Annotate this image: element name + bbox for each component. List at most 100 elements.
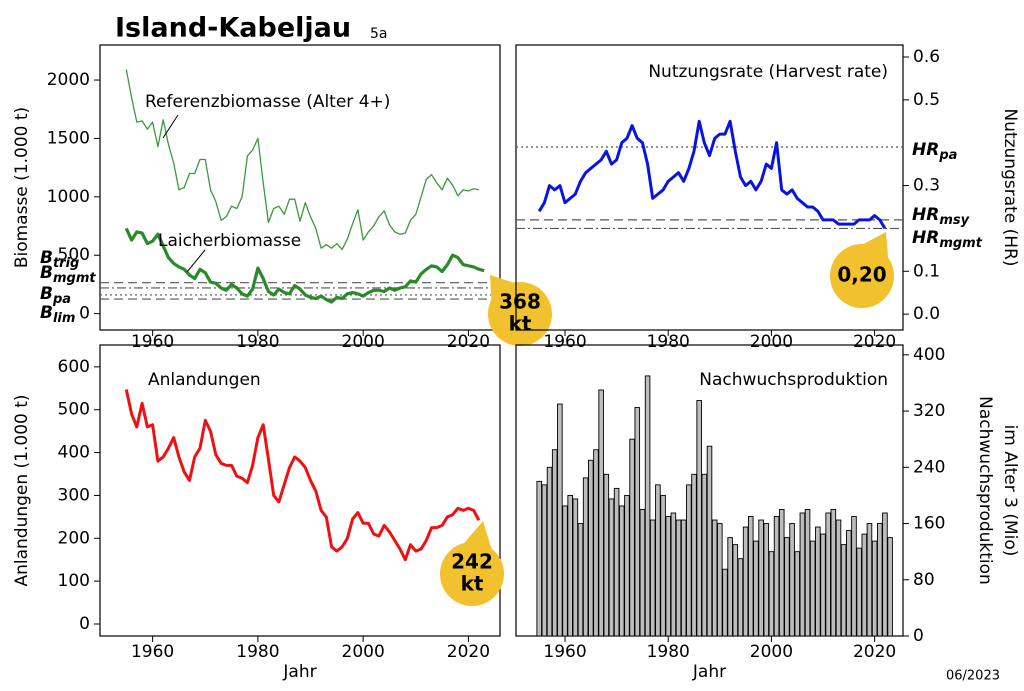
x-axis-label: Jahr xyxy=(282,662,316,682)
x-tick-label: 2000 xyxy=(342,642,385,662)
bar xyxy=(562,505,568,637)
series-label: Laicherbiomasse xyxy=(158,231,301,251)
y-axis-label: im Alter 3 (Mio) xyxy=(1000,425,1020,557)
bar xyxy=(815,526,821,637)
bar xyxy=(624,494,630,637)
data-line xyxy=(124,389,481,562)
bar xyxy=(660,494,666,637)
data-line xyxy=(124,227,485,304)
bar xyxy=(861,533,868,637)
panel-title: Nachwuchsproduktion xyxy=(699,370,888,390)
bar xyxy=(675,519,682,637)
badge xyxy=(440,542,504,606)
badge-label: kt xyxy=(461,572,484,596)
y-tick-label: 0 xyxy=(79,304,90,324)
reference-symbol: B xyxy=(40,303,53,323)
reference-symbol: B xyxy=(40,284,53,304)
plot-frame xyxy=(515,44,904,331)
bar xyxy=(711,519,718,637)
bar xyxy=(649,519,656,637)
bar xyxy=(670,512,677,637)
panel-title: Anlandungen xyxy=(148,370,261,390)
x-tick-label: 2020 xyxy=(853,332,896,352)
bar xyxy=(701,473,708,637)
bar xyxy=(665,516,671,637)
bar xyxy=(846,530,852,637)
x-tick-label: 1980 xyxy=(236,332,279,352)
y-tick-label: 400 xyxy=(58,443,90,463)
bar xyxy=(784,537,790,637)
bar xyxy=(742,526,749,637)
bar xyxy=(804,509,811,637)
y-tick-label: 80 xyxy=(913,570,935,590)
figure-subtitle: 5a xyxy=(370,26,388,42)
bar xyxy=(851,516,857,637)
bar xyxy=(789,523,795,637)
reference-label: Blim xyxy=(40,303,75,326)
x-tick-label: 1960 xyxy=(543,332,586,352)
y-tick-label: 600 xyxy=(58,357,90,377)
bar xyxy=(572,498,579,637)
panel-title: Nutzungsrate (Harvest rate) xyxy=(648,62,888,82)
y-tick-label: 320 xyxy=(913,401,945,421)
y-tick-label: 0.0 xyxy=(913,304,940,324)
reference-label: Bpa xyxy=(40,284,71,307)
bar xyxy=(722,568,728,637)
leader-line xyxy=(162,114,179,139)
bar xyxy=(825,512,831,637)
y-tick-label: 0 xyxy=(79,614,90,634)
bar xyxy=(567,494,573,637)
y-tick-label: 0.1 xyxy=(913,261,940,281)
bar xyxy=(551,449,558,637)
bar xyxy=(887,537,893,637)
bar xyxy=(882,512,888,637)
reference-subscript: trig xyxy=(53,256,79,271)
bar xyxy=(737,558,744,637)
bar xyxy=(588,459,594,637)
bar xyxy=(773,516,780,637)
bar xyxy=(763,523,770,637)
y-tick-label: 500 xyxy=(58,245,90,265)
bar xyxy=(856,547,862,637)
badge-label: 242 xyxy=(451,550,493,574)
bar xyxy=(541,484,548,637)
bar xyxy=(727,537,733,637)
badge-pointer xyxy=(464,521,492,549)
x-axis-label: Jahr xyxy=(692,662,726,682)
bar xyxy=(634,407,641,637)
bar xyxy=(778,509,785,637)
y-axis-label: Nachwuchsproduktion xyxy=(975,396,995,585)
reference-symbol: B xyxy=(40,248,53,268)
reference-label: Btrig xyxy=(40,248,79,271)
bar xyxy=(835,519,842,637)
bar xyxy=(758,519,764,637)
bar xyxy=(546,466,553,637)
bar xyxy=(706,445,713,637)
bar xyxy=(629,438,635,637)
bar xyxy=(686,484,692,637)
reference-subscript: pa xyxy=(52,292,71,307)
x-tick-label: 1980 xyxy=(647,332,690,352)
y-tick-label: 100 xyxy=(58,571,90,591)
bar xyxy=(593,449,599,637)
x-tick-label: 2000 xyxy=(750,642,793,662)
reference-symbol: HR xyxy=(912,140,939,160)
bar xyxy=(577,523,584,637)
bar xyxy=(732,544,739,637)
reference-subscript: lim xyxy=(53,311,75,326)
bar xyxy=(613,487,620,637)
bar xyxy=(603,473,610,637)
x-tick-label: 2000 xyxy=(342,332,385,352)
y-tick-label: 240 xyxy=(913,457,945,477)
bar xyxy=(557,403,563,637)
x-tick-label: 2020 xyxy=(447,332,490,352)
badge xyxy=(830,244,894,308)
y-tick-label: 0.5 xyxy=(913,90,940,110)
y-tick-label: 2000 xyxy=(47,70,90,90)
x-tick-label: 1960 xyxy=(543,642,586,662)
reference-subscript: pa xyxy=(938,148,957,163)
date: 06/2023 xyxy=(946,669,1000,684)
data-line xyxy=(537,119,887,230)
x-tick-label: 1980 xyxy=(236,642,279,662)
bar xyxy=(830,509,837,637)
